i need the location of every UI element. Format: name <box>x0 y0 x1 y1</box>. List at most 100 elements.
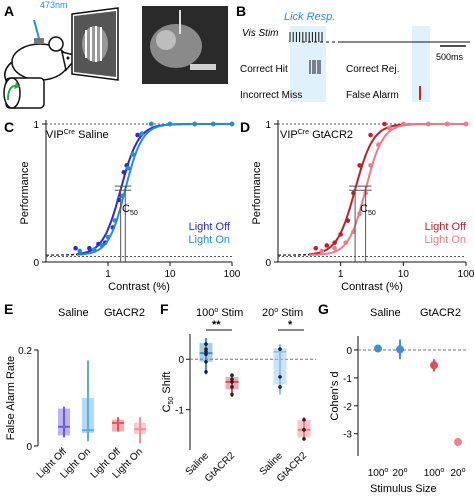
scale-bar-label: 500ms <box>436 52 464 62</box>
lick-resp-label: Lick Resp. <box>284 11 335 23</box>
x-tick-value: 100 <box>424 468 441 479</box>
c50-label: C50 <box>360 203 376 217</box>
data-point <box>357 211 362 216</box>
panel-letter-f: F <box>160 301 169 317</box>
x-tick-label: 20o <box>392 467 407 479</box>
data-point <box>87 245 92 251</box>
effect-point <box>430 361 438 370</box>
box-point <box>204 349 208 354</box>
panel-e-group-saline: Saline <box>58 307 89 319</box>
box <box>273 348 287 385</box>
box-point <box>204 347 208 351</box>
data-point <box>332 240 337 245</box>
legend-light-on: Light On <box>188 234 230 246</box>
data-point <box>112 218 118 223</box>
fit-curve-light-on <box>309 123 466 256</box>
box-point <box>230 385 234 389</box>
laser-label: 473nm <box>40 0 68 10</box>
hit-lick-ticks <box>309 60 321 74</box>
legend-light-on: Light On <box>424 234 466 246</box>
panel-g-group-saline: Saline <box>370 307 401 319</box>
mouse-photo <box>142 6 228 84</box>
panel-letter-b: B <box>236 3 246 19</box>
x-tick-label: 100 <box>224 269 241 280</box>
x-tick-degree: o <box>440 467 444 474</box>
data-point <box>368 163 373 168</box>
effect-point <box>454 438 462 447</box>
box-point <box>302 428 306 432</box>
false-alarm-label: False Alarm <box>346 90 399 101</box>
data-point <box>324 243 330 248</box>
data-point <box>211 121 216 127</box>
panel-letter-a: A <box>4 3 14 19</box>
box-point <box>230 392 234 397</box>
y-axis-label: Performance <box>251 162 263 225</box>
y-tick-label: 0 <box>26 442 32 453</box>
panel-letter-g: G <box>318 301 329 317</box>
monitor-illustration <box>71 7 119 81</box>
x-tick-label: 1 <box>105 269 111 280</box>
data-point <box>73 245 78 251</box>
box-point <box>204 370 208 374</box>
x-axis-label: Contrast (%) <box>108 281 170 293</box>
legend-light-off: Light Off <box>189 221 231 233</box>
data-point <box>91 247 97 252</box>
box-point <box>204 342 208 346</box>
panel-g-chart: Saline GtACR2 Stimulus Size 0 -1 -2 -3Cohen… <box>329 307 466 495</box>
y-tick-label: -1 <box>175 406 184 417</box>
box-point <box>204 352 208 356</box>
y-axis-label-post: Shift <box>161 372 173 397</box>
panel-f-stim1: 100o Stim <box>196 307 243 319</box>
y-tick-label: 0.2 <box>18 346 32 357</box>
x-tick-label: 100o <box>424 467 445 479</box>
vis-stim-label: Vis Stim <box>242 28 279 39</box>
panel-c-title: VIPCre Saline <box>46 129 109 141</box>
y-tick-label: 1 <box>33 120 39 131</box>
data-point <box>149 121 154 127</box>
data-point <box>105 234 111 240</box>
x-tick-label: 20o <box>450 467 465 479</box>
panel-g-group-gtacr2: GtACR2 <box>420 307 461 319</box>
x-tick-degree: o <box>462 467 466 474</box>
data-point <box>387 125 392 131</box>
data-point <box>130 152 135 157</box>
data-point <box>139 131 145 136</box>
data-point <box>401 121 406 127</box>
box-point <box>278 347 282 351</box>
legend-light-off: Light Off <box>425 221 467 233</box>
y-axis-label-sub: 50 <box>168 397 175 405</box>
x-tick-value: 100 <box>368 468 385 479</box>
panel-b: B Lick Resp. Vis Stim 500ms Correct Hit … <box>236 3 470 102</box>
box-point <box>302 417 306 422</box>
box-point <box>278 385 282 389</box>
box-point <box>278 375 282 379</box>
x-axis-label: Contrast (%) <box>341 281 403 293</box>
x-tick-label: 10 <box>164 269 176 280</box>
x-tick-value: 20 <box>450 468 462 479</box>
data-point <box>99 243 105 248</box>
data-point <box>135 132 140 138</box>
effect-point <box>396 345 404 354</box>
box <box>112 419 124 432</box>
box-point <box>230 377 234 382</box>
x-tick-value: 20 <box>392 468 404 479</box>
data-point <box>343 240 348 245</box>
data-point <box>382 121 387 127</box>
box-point <box>230 373 234 378</box>
data-point <box>425 121 431 127</box>
data-point <box>229 121 235 127</box>
y-tick-label: -3 <box>343 430 352 441</box>
y-tick-label: 0 <box>346 346 352 357</box>
data-point <box>96 241 101 247</box>
y-axis-label-main: C <box>161 404 173 412</box>
effect-point <box>374 344 382 353</box>
x-tick-degree: o <box>404 467 408 474</box>
sig-label-1: ** <box>212 319 221 331</box>
data-point <box>192 121 197 127</box>
c50-sub: 50 <box>130 210 138 217</box>
x-tick-label: 100 <box>458 269 474 280</box>
panel-a: A 473nm <box>3 0 228 109</box>
